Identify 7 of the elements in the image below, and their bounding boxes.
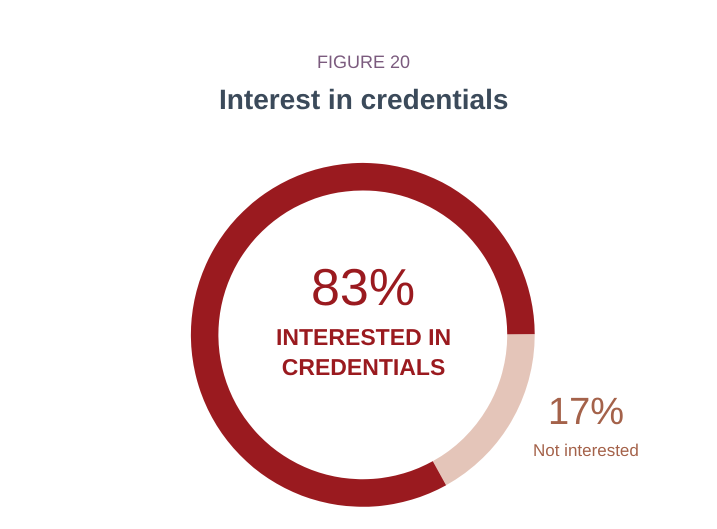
slice-label: INTERESTED IN CREDENTIALS <box>276 324 452 380</box>
data-label: 17% <box>548 391 624 433</box>
data-label: 83% <box>311 259 416 317</box>
donut-slice <box>191 163 535 507</box>
slice-label: Not interested <box>533 441 639 460</box>
chart-title: Interest in credentials <box>219 84 508 115</box>
caption: FIGURE 20 <box>317 52 410 72</box>
